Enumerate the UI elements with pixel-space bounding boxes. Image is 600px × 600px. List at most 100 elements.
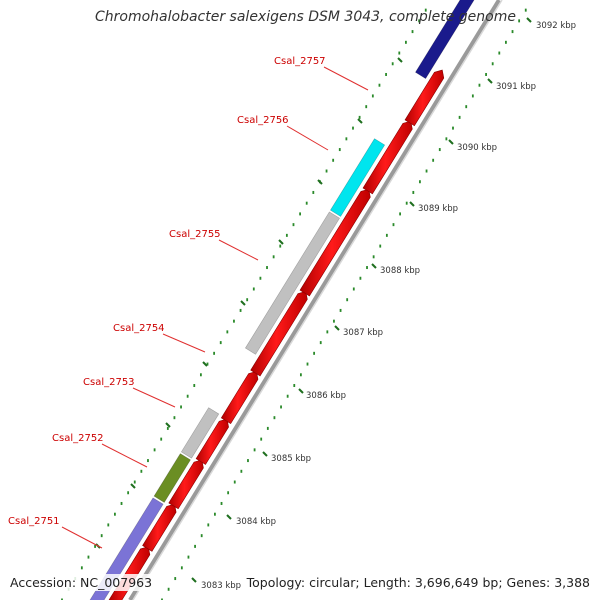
inner-scale-dot [246,298,249,302]
outer-scale-dot [379,244,382,248]
outer-scale-dot [438,148,441,152]
inner-scale-dot [259,276,262,280]
outer-scale-dot [346,298,349,302]
label-connector-3 [132,387,176,408]
outer-scale-dot [392,223,395,227]
minor-tick-3 [202,361,208,367]
inner-scale-dot [147,459,149,463]
scale-label-3087: 3087 kbp [343,328,383,338]
inner-scale-dot [285,233,288,237]
inner-scale-dot [385,72,387,76]
outer-scale-dot [253,448,256,452]
outer-scale-dot [319,341,322,345]
label-connector-7 [323,66,369,91]
scale-label-3092: 3092 kbp [536,21,576,31]
inner-scale-dot [199,373,202,377]
minor-tick-7 [357,118,363,124]
inner-scale-dot [80,566,83,570]
outer-scale-dot [161,598,163,600]
inner-scale-dot [358,115,361,119]
outer-scale-dot [299,373,302,377]
inner-scale-dot [411,30,414,34]
minor-tick-5 [278,239,284,245]
inner-scale-dot [94,544,96,548]
gene-label-csal-2753[interactable]: Csal_2753 [83,377,135,388]
inner-scale-dot [325,169,328,173]
inner-scale-dot [405,40,407,44]
outer-scale-dot [352,287,355,291]
inner-scale-dot [266,266,268,270]
outer-scale-dot [524,8,527,12]
outer-scale-dot [313,351,316,355]
gene-csal-2755 [244,211,340,355]
minor-tick-2 [165,422,171,428]
outer-scale-dot [266,426,269,430]
outer-scale-dot [280,405,282,409]
gene-label-csal-2751[interactable]: Csal_2751 [8,516,60,527]
scale-ticks [61,8,532,600]
outer-scale-dot [326,330,329,334]
inner-scale-dot [371,94,374,98]
backbone-line [128,0,501,600]
scale-label-3091: 3091 kbp [496,82,536,92]
inner-scale-dot [418,19,421,23]
gene-label-csal-2756[interactable]: Csal_2756 [237,115,289,126]
inner-scale-dot [120,501,123,505]
inner-scale-dot [239,308,242,312]
inner-scale-dot [219,341,222,345]
outer-scale-dot [227,491,230,495]
outer-scale-dot [247,459,249,463]
gene-label-csal-2757[interactable]: Csal_2757 [274,56,326,67]
outer-scale-dot [385,233,388,237]
inner-scale-dot [213,351,216,355]
minor-tick-8 [397,57,403,63]
label-connector-1 [61,526,103,549]
outer-scale-dot [273,416,276,420]
outer-scale-dot [485,72,487,76]
forward-gene-2 [142,503,177,552]
outer-scale-dot [233,480,236,484]
major-tick-3 [298,388,304,394]
gene-label-csal-2754[interactable]: Csal_2754 [113,323,165,334]
inner-scale-dot [133,480,136,484]
inner-scale-dot [193,384,196,388]
outer-scale-dot [359,276,362,280]
inner-scale-dot [299,212,301,216]
outer-scale-dot [471,94,474,98]
forward-gene-7 [299,188,371,297]
outer-scale-dot [432,158,435,162]
outer-scale-dot [207,523,210,527]
outer-scale-dot [372,255,375,259]
outer-scale-dot [452,126,454,130]
outer-scale-dot [293,384,296,388]
inner-scale-dot [114,512,116,516]
minor-tick-4 [240,300,246,306]
outer-scale-dot [194,544,196,548]
inner-scale-dot [424,8,427,12]
outer-scale-dot [445,137,448,141]
gene-label-csal-2752[interactable]: Csal_2752 [52,433,104,444]
inner-scale-dot [100,534,103,538]
gene-labels: Csal_2751 Csal_2752 Csal_2753 Csal_2754 … [8,56,326,527]
scale-label-3089: 3089 kbp [418,204,458,214]
outer-scale-dot [478,83,481,87]
scale-labels: 3083 kbp 3084 kbp 3085 kbp 3086 kbp 3087… [201,21,576,591]
inner-scale-dot [173,416,176,420]
inner-scale-dot [378,83,381,87]
gene-label-csal-2755[interactable]: Csal_2755 [169,229,221,240]
forward-gene-9 [404,69,445,127]
outer-scale-dot [333,319,335,323]
scale-label-3086: 3086 kbp [306,391,346,401]
outer-scale-dot [458,115,461,119]
inner-scale-dot [61,598,63,600]
outer-scale-dot [240,469,243,473]
backbone-highlight [132,0,503,600]
major-tick-7 [448,139,454,145]
inner-scale-dot [352,126,354,130]
scale-label-3090: 3090 kbp [457,143,497,153]
gene-csal-2756 [329,138,386,217]
inner-scale-dot [206,362,209,366]
outer-scale-dot [220,501,223,505]
label-connector-6 [286,125,329,151]
outer-scale-dot [174,577,177,581]
